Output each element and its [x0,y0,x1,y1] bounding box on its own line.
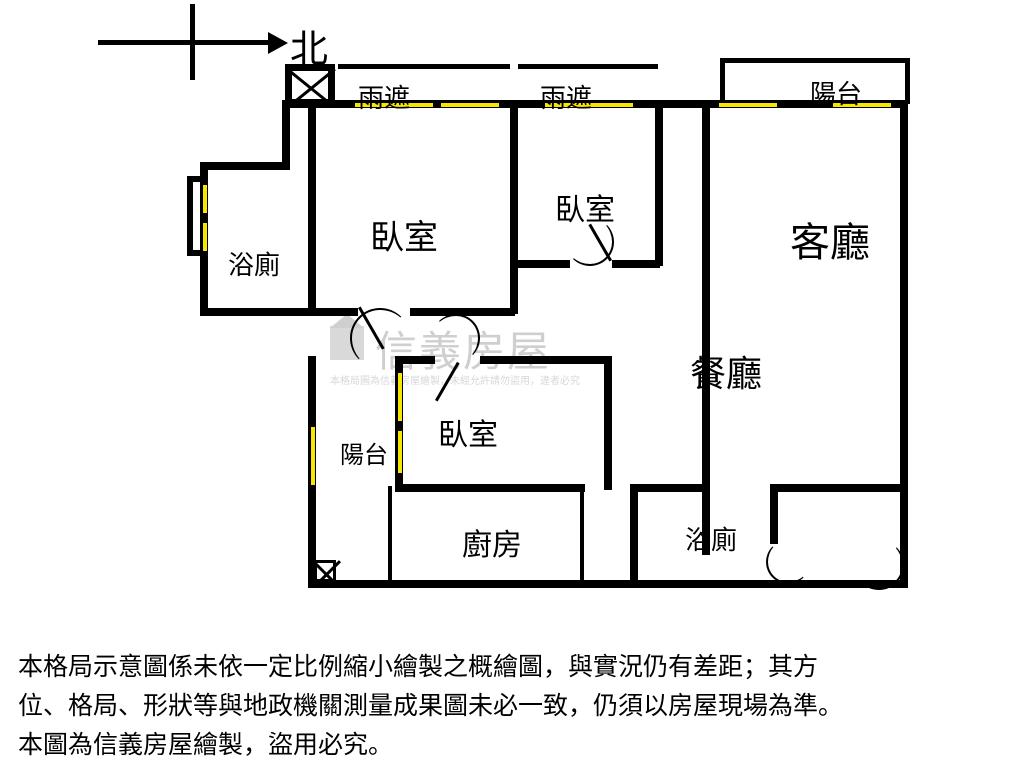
wall-segment [604,356,612,490]
label-dining: 餐廳 [690,345,762,397]
floorplan-canvas: 北 信義房屋 本格局圖為信義房屋繪製，未經允許請勿盜用，違者必究 雨遮 雨遮 陽… [0,0,1024,768]
watermark-subtext: 本格局圖為信義房屋繪製，未經允許請勿盜用，違者必究 [330,372,580,387]
wall-segment [900,100,908,586]
wall-segment [518,64,658,69]
thin-line [388,486,392,582]
disclaimer-line1: 本格局示意圖係未依一定比例縮小繪製之概繪圖，與實況仍有差距；其方 [18,648,843,687]
label-balcony2: 陽台 [340,435,388,470]
window-mark [397,372,403,422]
wall-segment [308,580,908,588]
label-bath1: 浴廁 [228,245,280,282]
wall-segment [308,100,316,314]
wall-segment [187,176,193,256]
label-kitchen: 廚房 [462,520,522,564]
wall-segment [282,100,290,170]
label-balcony1: 陽台 [810,74,862,111]
shaft-box [289,68,331,102]
window-mark [718,102,778,108]
label-bath2: 浴廁 [685,520,737,557]
disclaimer-text: 本格局示意圖係未依一定比例縮小繪製之概繪圖，與實況仍有差距；其方 位、格局、形狀… [18,648,843,764]
label-awning2: 雨遮 [540,78,592,115]
label-living: 客廳 [790,210,870,268]
wall-segment [395,484,585,492]
wall-segment [630,484,638,584]
label-bedroom1: 臥室 [370,210,438,259]
wall-segment [720,58,910,63]
window-mark [202,184,208,214]
wall-segment [480,356,610,364]
wall-segment [510,100,518,314]
door-arc [854,540,904,590]
label-bedroom3: 臥室 [438,410,498,454]
thin-line [580,486,584,582]
wall-segment [308,308,358,316]
window-mark [202,222,208,252]
window-mark [440,102,500,108]
wall-segment [905,58,910,104]
compass-arrow-icon [268,32,288,54]
wall-segment [395,356,435,364]
wall-segment [200,308,315,316]
wall-segment [200,162,288,170]
disclaimer-line2: 位、格局、形狀等與地政機關測量成果圖未必一致，仍須以房屋現場為準。 [18,687,843,726]
compass-horizontal [98,40,270,45]
wall-segment [338,64,510,69]
window-mark [310,426,316,486]
window-mark [397,430,403,474]
compass-vertical [190,4,195,80]
wall-segment [720,58,725,104]
disclaimer-line3: 本圖為信義房屋繪製，盜用必究。 [18,726,843,765]
wall-segment [630,484,710,492]
label-bedroom2: 臥室 [555,185,615,229]
wall-segment [612,260,660,268]
wall-segment [655,100,663,266]
wall-segment [510,260,570,268]
label-awning1: 雨遮 [358,78,410,115]
wall-segment [770,484,908,492]
shaft-box [314,560,336,582]
wall-segment [770,484,778,544]
door-arc [766,540,810,584]
